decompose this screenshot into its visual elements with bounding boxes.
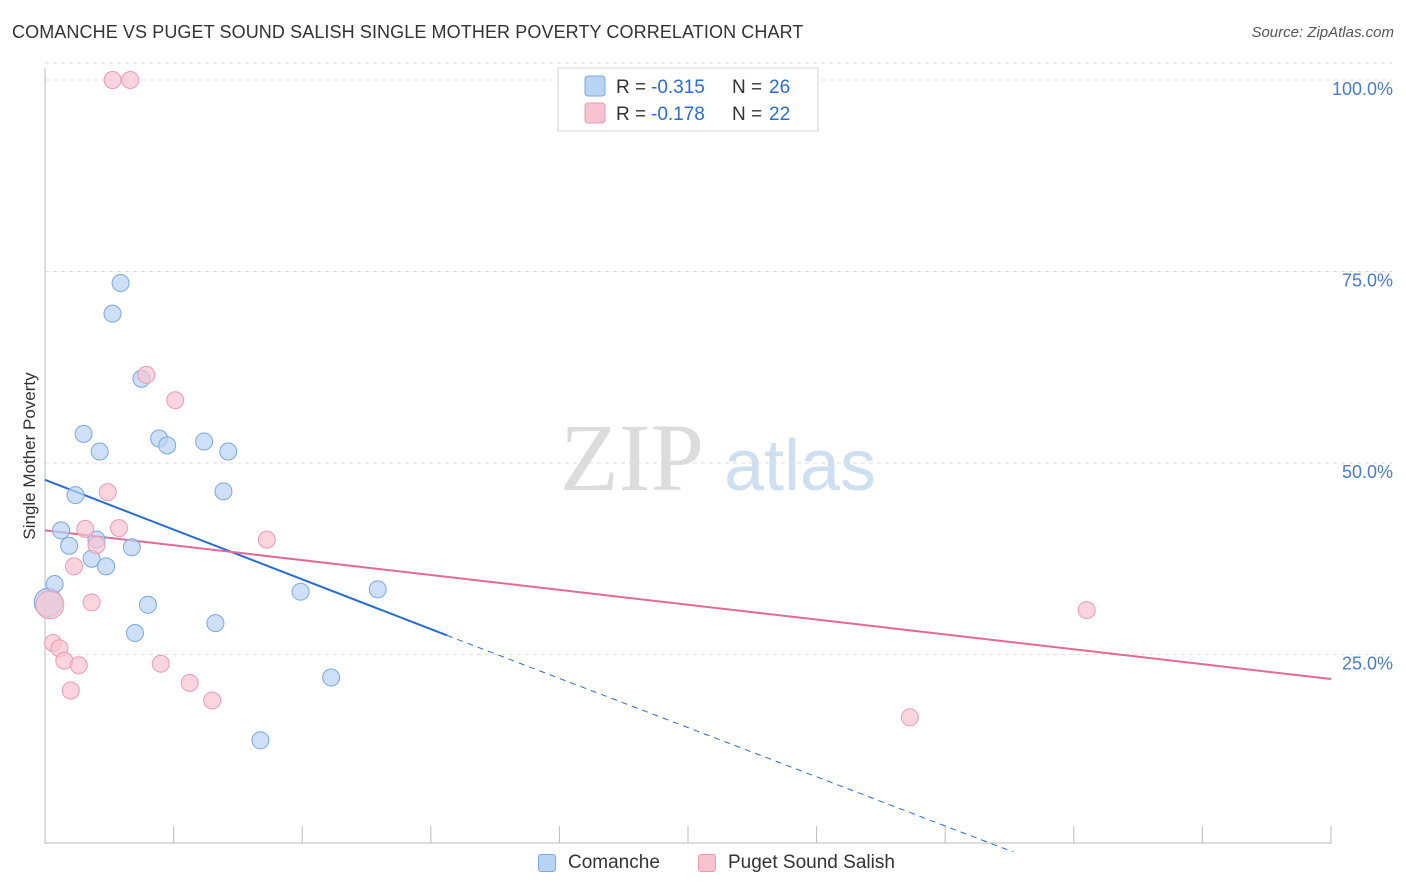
- comanche-legend-swatch: [584, 75, 606, 97]
- salish-point: [166, 391, 185, 410]
- comanche-point: [158, 436, 177, 455]
- salish-point: [1077, 601, 1096, 620]
- legend-item-comanche[interactable]: Comanche: [538, 852, 660, 874]
- comanche-point: [74, 424, 93, 443]
- grid-layer: 25.0% 50.0% 75.0% 100.0%: [45, 62, 1393, 674]
- salish-legend-swatch: [584, 102, 606, 124]
- comanche-point: [195, 432, 214, 451]
- y-tick-label: 50.0%: [1342, 462, 1393, 482]
- comanche-swatch: [538, 854, 556, 872]
- comanche-point: [126, 624, 145, 643]
- comanche-point: [122, 538, 141, 557]
- point-layer: [33, 71, 1096, 750]
- axis-layer: 0.0%80.0%: [44, 68, 1332, 844]
- salish-point: [257, 530, 276, 549]
- salish-point: [98, 483, 117, 502]
- comanche-point: [322, 668, 341, 687]
- salish-point: [103, 71, 122, 89]
- salish-point: [151, 654, 170, 673]
- salish-swatch: [698, 854, 716, 872]
- salish-point: [900, 708, 919, 727]
- y-tick-label: 25.0%: [1342, 654, 1393, 674]
- watermark-zip: ZIP: [560, 404, 704, 511]
- stats-legend: R = -0.315 N = 26 R = -0.178 N = 22: [557, 67, 819, 132]
- chart-title: COMANCHE VS PUGET SOUND SALISH SINGLE MO…: [12, 22, 804, 42]
- salish-point: [109, 519, 128, 538]
- salish-point: [64, 557, 83, 576]
- comanche-point: [219, 442, 238, 461]
- legend-label-salish: Puget Sound Salish: [728, 852, 895, 873]
- scatter-chart: 25.0% 50.0% 75.0% 100.0% ZIP atlas 0.0%80.0…: [20, 62, 1393, 852]
- comanche-point: [103, 304, 122, 323]
- salish-trend-line: [44, 529, 1332, 681]
- comanche-point: [368, 580, 387, 599]
- comanche-r-label: R =: [616, 77, 651, 98]
- salish-point: [35, 590, 65, 620]
- comanche-n-label: N =: [732, 77, 767, 98]
- comanche-point: [138, 595, 157, 614]
- salish-point: [87, 535, 106, 554]
- comanche-point: [251, 731, 270, 750]
- salish-point: [180, 673, 199, 692]
- comanche-point: [291, 582, 310, 601]
- comanche-point: [206, 614, 225, 633]
- salish-point: [137, 365, 156, 384]
- source-label: Source: ZipAtlas.com: [1251, 24, 1394, 41]
- salish-point: [203, 691, 222, 710]
- comanche-point: [66, 486, 85, 505]
- salish-point: [69, 656, 88, 675]
- comanche-trend-line: [44, 478, 448, 637]
- salish-point: [82, 593, 101, 612]
- salish-r-label: R =: [616, 104, 651, 125]
- comanche-point: [45, 575, 64, 594]
- y-tick-label: 100.0%: [1332, 79, 1393, 99]
- comanche-trend-extension: [446, 634, 1015, 852]
- salish-point: [121, 71, 140, 89]
- legend-label-comanche: Comanche: [568, 852, 660, 873]
- series-legend: Comanche Puget Sound Salish: [0, 852, 1406, 878]
- comanche-r-value: -0.315: [651, 77, 705, 98]
- salish-n-label: N =: [732, 104, 767, 125]
- comanche-point: [214, 482, 233, 501]
- salish-n-value: 22: [769, 104, 790, 125]
- watermark-atlas: atlas: [724, 426, 876, 506]
- comanche-point: [97, 557, 116, 576]
- comanche-point: [90, 442, 109, 461]
- y-axis-label: Single Mother Poverty: [20, 372, 39, 540]
- comanche-n-value: 26: [769, 77, 790, 98]
- salish-r-value: -0.178: [651, 104, 705, 125]
- trend-layer: [44, 478, 1332, 852]
- y-tick-label: 75.0%: [1342, 271, 1393, 291]
- comanche-point: [60, 536, 79, 555]
- comanche-point: [52, 521, 71, 540]
- comanche-point: [111, 273, 130, 292]
- salish-point: [61, 681, 80, 700]
- legend-item-salish[interactable]: Puget Sound Salish: [698, 852, 895, 874]
- watermark: ZIP atlas: [560, 404, 876, 511]
- salish-point: [76, 519, 95, 538]
